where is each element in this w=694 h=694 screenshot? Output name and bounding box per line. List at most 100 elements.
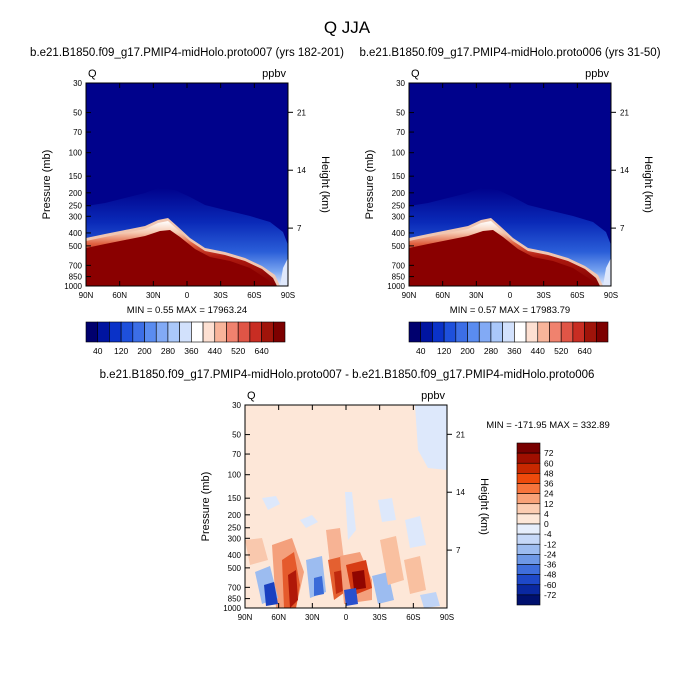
colorbar-b-swatch (584, 321, 597, 343)
colorbar-diff-swatch (516, 543, 541, 555)
colorbar-a-swatch (191, 321, 204, 343)
panel-a-y-tick-label: 70 (73, 128, 82, 137)
colorbar-b-label: 120 (437, 346, 451, 356)
panel-c-y-tick-label: 50 (232, 431, 241, 440)
panel-c-field (245, 405, 447, 608)
panel-b-y-tick-label: 50 (396, 109, 405, 118)
colorbar-diff-label: -12 (544, 539, 557, 549)
panel-b-ylabel-right: Height (km) (642, 156, 654, 213)
panel-a-y-tick-label: 50 (73, 109, 82, 118)
colorbar-diff-swatch (516, 442, 541, 454)
colorbar-a-label: 640 (254, 346, 268, 356)
panel-b-y-tick-label: 700 (392, 261, 406, 270)
panel-b-y-tick-label: 70 (396, 128, 405, 137)
panel-b-y-tick-label: 300 (392, 212, 406, 221)
colorbar-a-swatch (179, 321, 192, 343)
panel-b-y-tick-label: 1000 (387, 282, 405, 291)
colorbar-b-label: 40 (416, 346, 426, 356)
panel-c-x-tick-label: 0 (344, 613, 349, 622)
panel-b-y-tick-label: 400 (392, 229, 406, 238)
panel-c-ylabel-right: Height (km) (478, 478, 490, 535)
panel-c-height-tick-label: 14 (456, 488, 465, 497)
panel-a-units: ppbv (262, 68, 286, 80)
colorbar-diff-label: 48 (544, 468, 554, 478)
panel-b-x-tick-label: 30S (537, 291, 551, 300)
panel-a-y-tick-label: 150 (69, 172, 83, 181)
colorbar-b-label: 360 (507, 346, 521, 356)
colorbar-a-swatch (202, 321, 216, 343)
panel-a-stats: MIN = 0.55 MAX = 17963.24 (127, 305, 247, 316)
panel-a-y-tick-label: 250 (69, 202, 83, 211)
panel-c-height-tick-label: 21 (456, 430, 465, 439)
panel-b-y-tick-label: 250 (392, 202, 406, 211)
colorbar-b-label: 200 (460, 346, 474, 356)
panel-a-height-tick-label: 14 (297, 166, 306, 175)
panel-b-stats: MIN = 0.57 MAX = 17983.79 (450, 305, 570, 316)
colorbar-a-swatch (237, 321, 251, 343)
panel-c-units: ppbv (421, 390, 445, 402)
panel-a-y-tick-label: 30 (73, 79, 82, 88)
colorbar-b-swatch (467, 321, 480, 343)
colorbar-b-swatch (455, 321, 468, 343)
colorbar-b-label: 440 (531, 346, 545, 356)
colorbar-b-swatch (443, 321, 457, 343)
colorbar-a-swatch (85, 321, 99, 343)
panel-a-title: b.e21.B1850.f09_g17.PMIP4-midHolo.proto0… (30, 47, 344, 59)
panel-c-y-tick-label: 70 (232, 450, 241, 459)
colorbar-a-label: 440 (208, 346, 222, 356)
panel-c-x-tick-label: 90N (238, 613, 253, 622)
panel-a-ylabel: Pressure (mb) (41, 150, 53, 220)
colorbar-b-swatch (549, 321, 562, 343)
panel-b-height-tick-label: 7 (620, 224, 625, 233)
colorbar-a-swatch (109, 321, 122, 343)
panel-b-y-tick-label: 850 (392, 273, 406, 282)
panel-c-y-tick-label: 1000 (223, 604, 241, 613)
colorbar-b-swatch (514, 321, 527, 343)
colorbar-diff-swatch (516, 564, 541, 575)
panel-a-y-tick-label: 200 (69, 189, 83, 198)
colorbar-b-swatch (572, 321, 585, 343)
panel-c-y-tick-label: 300 (228, 534, 242, 543)
colorbar-a-swatch (167, 321, 180, 343)
colorbar-a-swatch (155, 321, 169, 343)
colorbar-a-swatch (144, 321, 157, 343)
colorbar-a-swatch (249, 321, 262, 343)
panel-b-y-tick-label: 100 (392, 149, 406, 158)
panel-a-height-tick-label: 21 (297, 108, 306, 117)
colorbar-a-swatch (132, 321, 145, 343)
panel-a-y-tick-label: 300 (69, 212, 83, 221)
panel-a-ylabel-right: Height (km) (319, 156, 331, 213)
colorbar-a-label: 360 (184, 346, 198, 356)
colorbar-diff-swatch (516, 554, 541, 565)
panel-a-y-tick-label: 500 (69, 242, 83, 251)
colorbar-a-swatch (120, 321, 134, 343)
panel-c-y-tick-label: 700 (228, 583, 242, 592)
panel-b-y-tick-label: 30 (396, 79, 405, 88)
colorbar-b-swatch (490, 321, 503, 343)
panel-b-x-tick-label: 90S (604, 291, 618, 300)
colorbar-diff-swatch (516, 574, 541, 586)
colorbar-b-swatch (560, 321, 574, 343)
panel-b-variable: Q (411, 68, 420, 80)
panel-b-units: ppbv (585, 68, 609, 80)
figure-title: Q JJA (323, 18, 371, 37)
colorbar-diff-label: -36 (544, 560, 557, 570)
panel-a-field (86, 83, 288, 286)
panel-b-field (409, 83, 611, 286)
colorbar-diff-swatch (516, 594, 541, 606)
panel-c-y-tick-label: 500 (228, 564, 242, 573)
colorbar-b-swatch (595, 321, 609, 343)
colorbar-a-label: 120 (114, 346, 128, 356)
panel-c-x-tick-label: 60N (271, 613, 286, 622)
panel-b-x-tick-label: 90N (402, 291, 417, 300)
colorbar-diff-swatch (516, 493, 541, 505)
colorbar-b-swatch (502, 321, 515, 343)
colorbar-diff-label: -72 (544, 590, 557, 600)
colorbar-diff-label: -24 (544, 549, 557, 559)
panel-a-y-tick-label: 850 (69, 273, 83, 282)
colorbar-diff-swatch (516, 462, 541, 474)
colorbar-diff-swatch (516, 503, 541, 515)
colorbar-a-label: 200 (137, 346, 151, 356)
panel-a-x-tick-label: 30S (214, 291, 228, 300)
